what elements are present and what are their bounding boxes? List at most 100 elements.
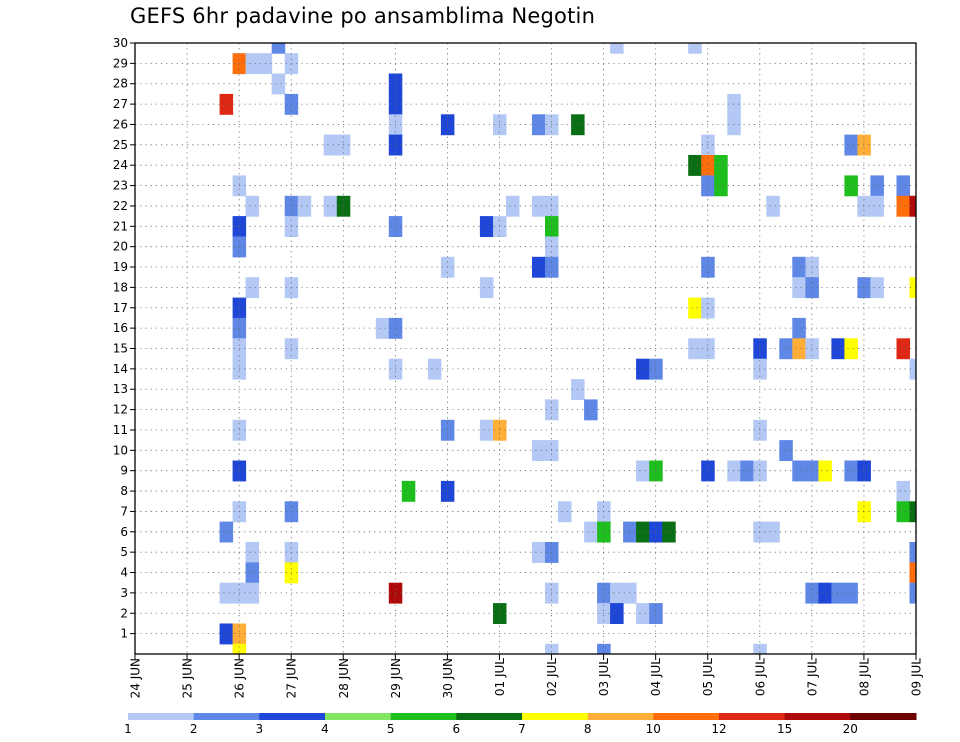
legend-label: 1 [124, 722, 132, 736]
y-tick-label: 1 [120, 627, 128, 641]
heatmap-cell [532, 256, 546, 278]
heatmap-cell [818, 582, 832, 604]
y-tick-label: 6 [120, 525, 128, 539]
heatmap-cell [232, 643, 247, 654]
heatmap-cell [245, 53, 260, 75]
heatmap-cell [870, 195, 884, 217]
x-tick-label: 30 JUN [441, 658, 455, 698]
heatmap-cell [896, 501, 910, 523]
x-tick-label: 27 JUN [285, 658, 299, 698]
heatmap-cell [219, 521, 234, 543]
y-tick-label: 21 [113, 219, 128, 233]
legend-label: 15 [777, 722, 792, 736]
heatmap-cell [323, 134, 338, 156]
heatmap-cell [558, 501, 572, 523]
heatmap-cell [245, 195, 260, 217]
y-tick-label: 28 [113, 77, 128, 91]
legend-label: 5 [387, 722, 395, 736]
y-tick-label: 9 [120, 464, 128, 478]
x-tick-label: 29 JUN [389, 658, 403, 698]
color-legend: 1 2 3 4 5 6 7 8 10 12 15 20 [124, 713, 917, 736]
heatmap-cell [219, 582, 234, 604]
heatmap-cell [532, 114, 546, 136]
y-tick-label: 14 [113, 362, 128, 376]
heatmap-cell [532, 542, 546, 563]
x-tick-label: 28 JUN [337, 658, 351, 698]
heatmap-cell [506, 195, 520, 217]
heatmap-cell [753, 643, 767, 654]
x-tick-label: 06 JUL [753, 658, 767, 696]
y-tick-label: 27 [113, 97, 128, 111]
y-tick-label: 22 [113, 199, 128, 213]
heatmap-cell [870, 175, 884, 197]
heatmap-cell [792, 277, 806, 299]
heatmap-cell [688, 43, 702, 54]
heatmap-cell [844, 582, 858, 604]
heatmap-cell [271, 43, 286, 54]
y-tick-label: 4 [120, 566, 128, 580]
y-tick-label: 24 [113, 158, 128, 172]
x-tick-label: 04 JUL [649, 658, 663, 696]
y-tick-label: 26 [113, 117, 128, 131]
legend-label: 3 [255, 722, 263, 736]
heatmap-cell [219, 623, 234, 645]
y-tick-label: 16 [113, 321, 128, 335]
x-tick-label: 08 JUL [857, 658, 871, 696]
heatmap-cell [844, 175, 858, 197]
x-tick-label: 05 JUL [701, 658, 715, 696]
heatmap-cell [427, 358, 442, 380]
x-tick-label: 01 JUL [493, 658, 507, 696]
heatmap-cell [636, 521, 650, 543]
chart-title: GEFS 6hr padavine po ansamblima Negotin [130, 4, 596, 28]
y-tick-label: 23 [113, 179, 128, 193]
legend-swatch [719, 713, 786, 720]
heatmap-cell [909, 358, 916, 380]
x-axis-ticks: 24 JUN 25 JUN 26 JUN 27 JUN 28 JUN 29 JUN 30 J… [129, 654, 924, 698]
y-tick-label: 20 [113, 240, 128, 254]
heatmap-cell [610, 43, 624, 54]
heatmap-cell [896, 338, 910, 360]
y-tick-label: 13 [113, 382, 128, 396]
x-tick-label: 24 JUN [129, 658, 143, 698]
y-tick-label: 29 [113, 56, 128, 70]
legend-swatch [653, 713, 720, 720]
heatmap-cell [688, 297, 702, 319]
heatmap-cell [245, 562, 260, 584]
heatmap-cell [740, 460, 754, 482]
legend-label: 8 [584, 722, 592, 736]
grid-lines [135, 42, 916, 654]
heatmap-cell [597, 643, 611, 654]
y-tick-label: 18 [113, 280, 128, 294]
legend-label: 4 [321, 722, 329, 736]
heatmap-cell [532, 195, 546, 217]
y-tick-label: 25 [113, 138, 128, 152]
heatmap-cell [532, 440, 546, 461]
x-tick-label: 02 JUL [545, 658, 559, 696]
y-tick-label: 19 [113, 260, 128, 274]
x-tick-label: 25 JUN [181, 658, 195, 698]
x-tick-label: 03 JUL [597, 658, 611, 696]
heatmap-cell [636, 603, 650, 624]
legend-swatch [456, 713, 523, 720]
legend-label: 7 [518, 722, 526, 736]
heatmap-cell [636, 358, 650, 380]
heatmap-cell [584, 521, 598, 543]
legend-label: 2 [190, 722, 198, 736]
y-tick-label: 5 [120, 545, 128, 559]
heatmap-cell [271, 73, 286, 95]
y-tick-label: 8 [120, 484, 128, 498]
heatmap-cell [818, 460, 832, 482]
legend-swatch [522, 713, 589, 720]
legend-swatch [259, 713, 326, 720]
heatmap-cell [844, 460, 858, 482]
heatmap-cell [896, 195, 910, 217]
y-tick-label: 30 [113, 36, 128, 50]
y-tick-label: 15 [113, 342, 128, 356]
heatmap-cell [896, 480, 910, 502]
heatmap-cell [792, 338, 806, 360]
heatmap-cell [245, 582, 260, 604]
heatmap-cell [792, 460, 806, 482]
heatmap-cell [323, 195, 338, 217]
heatmap-cell [688, 155, 702, 176]
